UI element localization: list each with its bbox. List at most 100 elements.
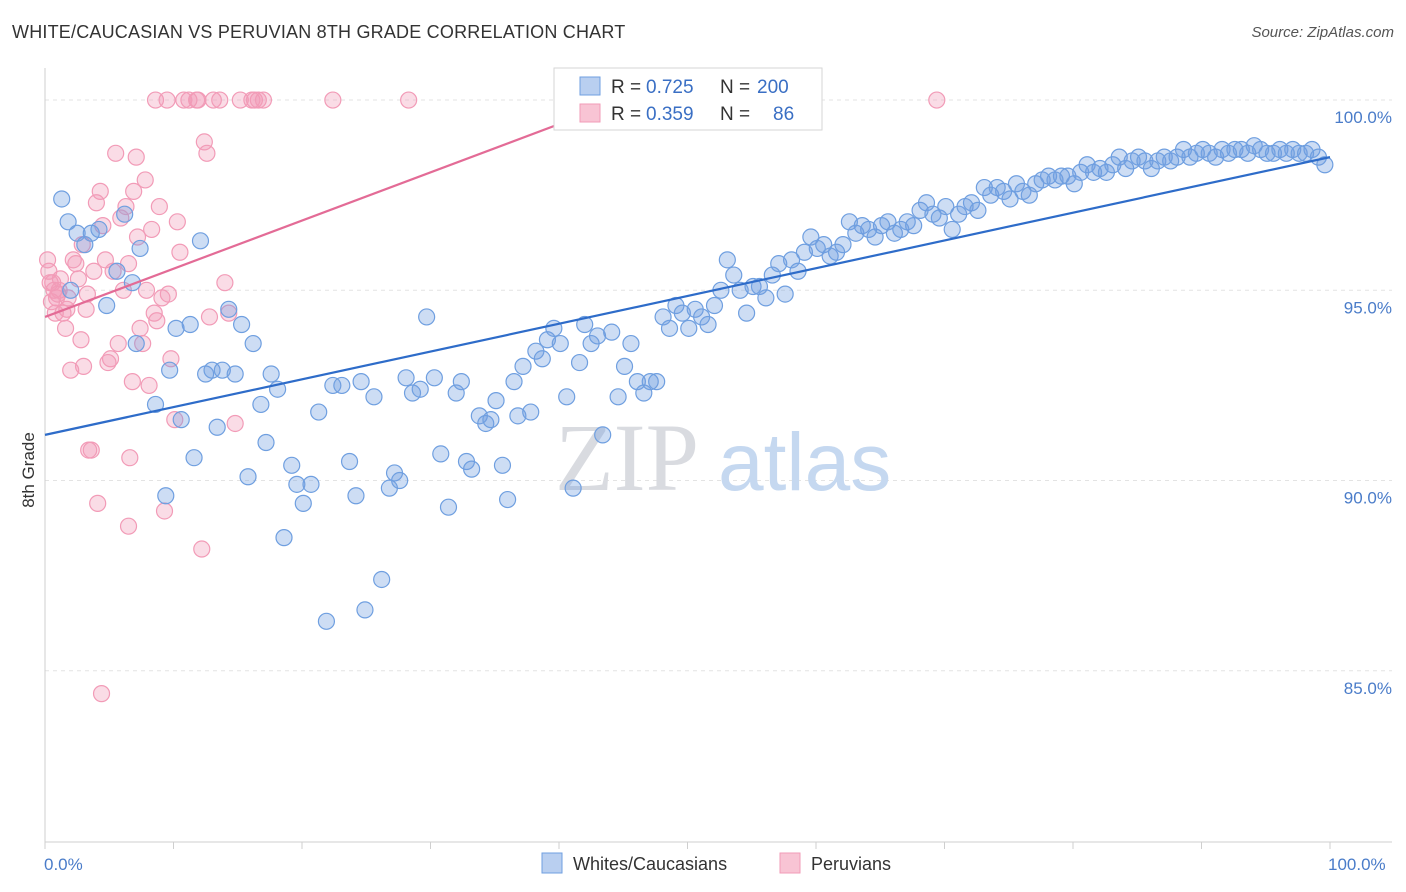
white-point-155 <box>1052 167 1071 185</box>
white-point-45 <box>352 373 370 391</box>
y-tick-label-2: 90.0% <box>1344 489 1392 508</box>
white-point-32 <box>262 365 280 383</box>
peru-point-58 <box>193 540 211 558</box>
peru-point-48 <box>150 197 168 216</box>
white-point-24 <box>213 361 231 379</box>
axes <box>44 68 1392 849</box>
white-point-29 <box>244 334 262 353</box>
white-point-57 <box>432 445 450 463</box>
white-point-38 <box>302 475 320 493</box>
white-point-142 <box>969 201 987 219</box>
white-point-97 <box>680 319 698 337</box>
peru-point-26 <box>101 350 120 368</box>
white-point-112 <box>776 285 794 303</box>
grid-lines <box>45 99 1392 672</box>
peru-point-27 <box>104 262 122 280</box>
peru-point-63 <box>216 274 234 292</box>
series-label-peru: Peruvians <box>811 854 891 874</box>
white-point-103 <box>718 251 736 269</box>
white-point-34 <box>275 529 293 547</box>
peru-point-78 <box>92 685 111 703</box>
peru-point-22 <box>91 182 109 200</box>
legend-r-label-white: R = <box>611 77 641 98</box>
peru-point-19 <box>85 262 103 280</box>
white-point-52 <box>397 369 415 387</box>
white-point-121 <box>834 236 852 254</box>
white-point-68 <box>499 490 517 509</box>
peru-point-53 <box>166 411 184 429</box>
legend-r-label-peru: R = <box>611 104 641 125</box>
white-point-27 <box>233 315 251 334</box>
peru-point-54 <box>168 213 186 231</box>
peru-point-51 <box>159 285 177 303</box>
legend-n-value-white: 200 <box>757 77 789 98</box>
white-point-65 <box>482 411 500 429</box>
peru-point-61 <box>200 308 219 326</box>
legend-r-value-peru: 0.359 <box>646 104 694 125</box>
white-point-115 <box>795 243 814 261</box>
peru-point-14 <box>72 331 90 349</box>
white-point-36 <box>288 475 306 493</box>
white-point-51 <box>391 471 409 490</box>
y-tick-label-3: 85.0% <box>1344 679 1392 698</box>
white-point-58 <box>439 498 458 516</box>
white-point-182 <box>1226 140 1244 159</box>
white-point-106 <box>738 304 756 322</box>
peru-point-55 <box>171 243 189 261</box>
white-point-138 <box>943 220 961 239</box>
white-point-137 <box>937 197 955 216</box>
correlation-legend: R = 0.725 N = 200 R = 0.359 N = 86 <box>553 67 823 131</box>
peru-point-76 <box>324 91 342 109</box>
y-tick-labels: 100.0% 95.0% 90.0% 85.0% <box>1334 108 1392 698</box>
y-axis-label: 8th Grade <box>19 432 38 508</box>
series-label-white: Whites/Caucasians <box>573 854 727 874</box>
peru-point-86 <box>928 91 946 109</box>
white-point-78 <box>558 388 576 406</box>
white-point-46 <box>356 601 374 619</box>
white-point-17 <box>172 411 190 429</box>
peru-point-28 <box>107 144 125 162</box>
white-point-16 <box>167 319 185 337</box>
white-trend-line <box>44 156 1331 436</box>
peru-point-45 <box>143 220 161 239</box>
white-point-147 <box>1001 190 1019 208</box>
white-point-7 <box>98 296 116 315</box>
peru-point-37 <box>125 182 143 200</box>
peru-point-36 <box>123 373 141 391</box>
peru-point-50 <box>155 502 174 520</box>
white-point-28 <box>239 468 257 486</box>
white-point-86 <box>609 388 627 406</box>
white-point-94 <box>660 319 679 337</box>
peru-point-21 <box>89 494 107 512</box>
white-point-88 <box>622 334 640 353</box>
white-point-19 <box>185 449 203 467</box>
legend-swatch-white <box>579 76 601 96</box>
peru-point-41 <box>134 334 152 353</box>
white-point-30 <box>252 395 270 414</box>
x-tick-label-right: 100.0% <box>1328 855 1386 874</box>
white-point-13 <box>146 395 165 414</box>
peru-point-15 <box>74 357 93 375</box>
white-point-69 <box>505 373 523 391</box>
white-point-37 <box>294 494 312 512</box>
white-point-47 <box>365 388 383 406</box>
y-tick-label-1: 95.0% <box>1344 298 1392 317</box>
white-point-87 <box>615 357 634 375</box>
legend-swatch-peru <box>579 103 601 123</box>
white-point-101 <box>705 296 724 315</box>
white-point-54 <box>411 380 429 398</box>
white-point-67 <box>493 456 512 474</box>
white-point-79 <box>564 479 582 497</box>
white-point-0 <box>53 190 71 208</box>
legend-n-value-peru: 86 <box>773 104 794 125</box>
peru-point-65 <box>226 414 244 433</box>
white-point-56 <box>425 369 443 387</box>
peru-point-72 <box>175 91 193 109</box>
chart-title: WHITE/CAUCASIAN VS PERUVIAN 8TH GRADE CO… <box>12 22 626 42</box>
peru-point-34 <box>119 517 138 535</box>
white-point-44 <box>347 487 365 505</box>
peru-point-77 <box>400 91 418 109</box>
peru-point-10 <box>62 361 80 379</box>
white-point-81 <box>576 315 594 334</box>
